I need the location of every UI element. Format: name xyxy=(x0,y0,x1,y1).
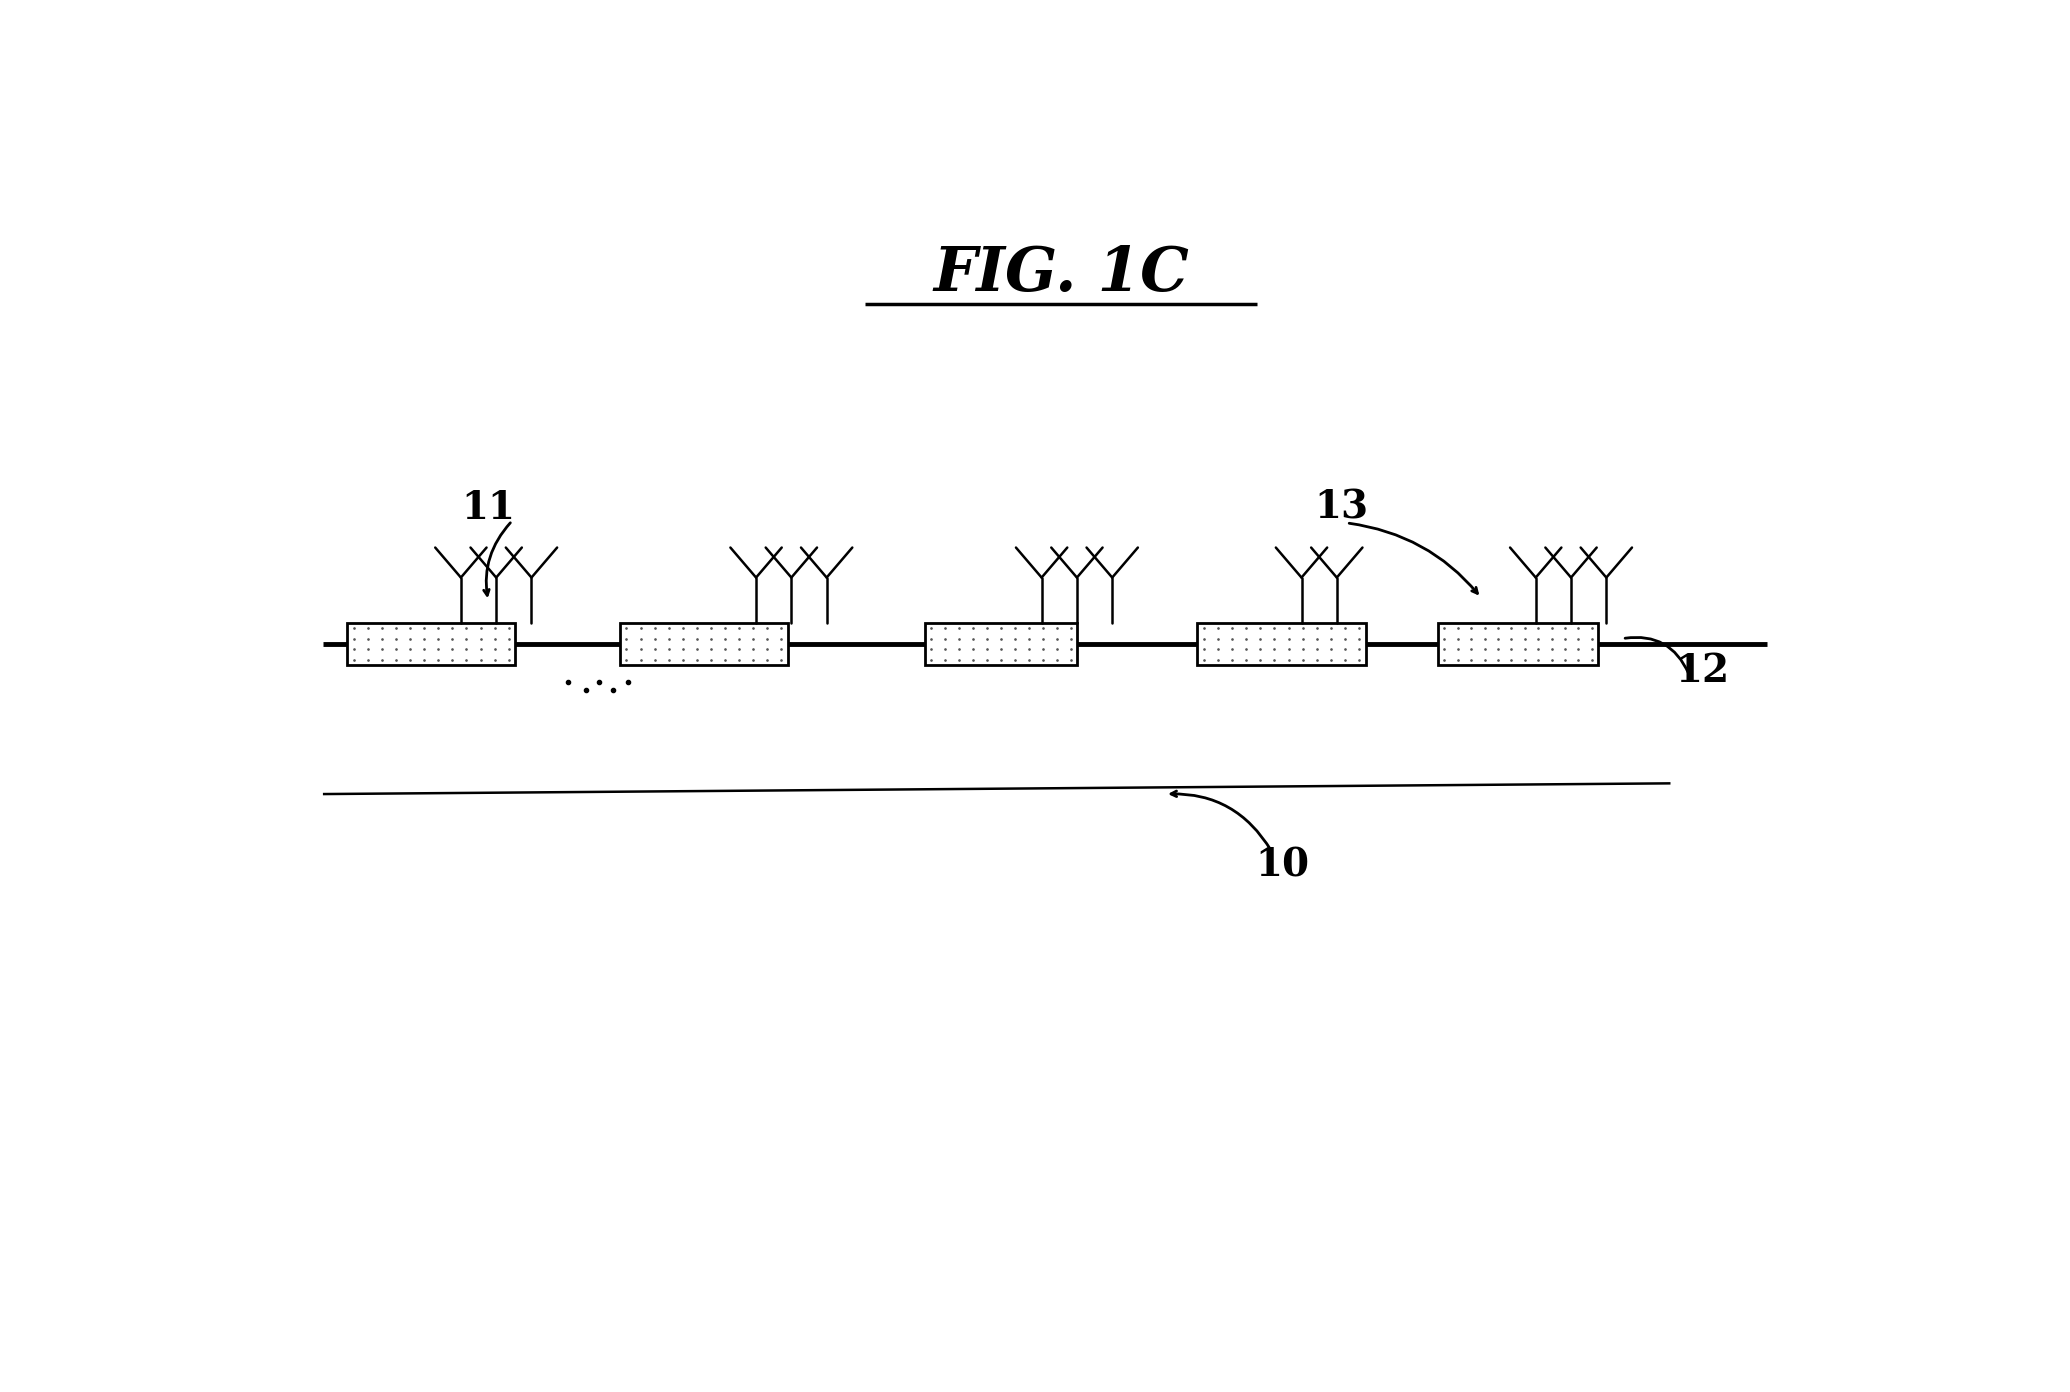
Bar xyxy=(1439,622,1598,665)
Text: 12: 12 xyxy=(1675,651,1731,690)
Text: 11: 11 xyxy=(462,489,515,528)
Text: FIG. 1C: FIG. 1C xyxy=(934,244,1188,305)
Text: 13: 13 xyxy=(1314,489,1368,528)
Bar xyxy=(619,622,789,665)
Bar xyxy=(925,622,1076,665)
Bar xyxy=(1196,622,1366,665)
Text: 10: 10 xyxy=(1254,846,1310,885)
Bar xyxy=(348,622,515,665)
